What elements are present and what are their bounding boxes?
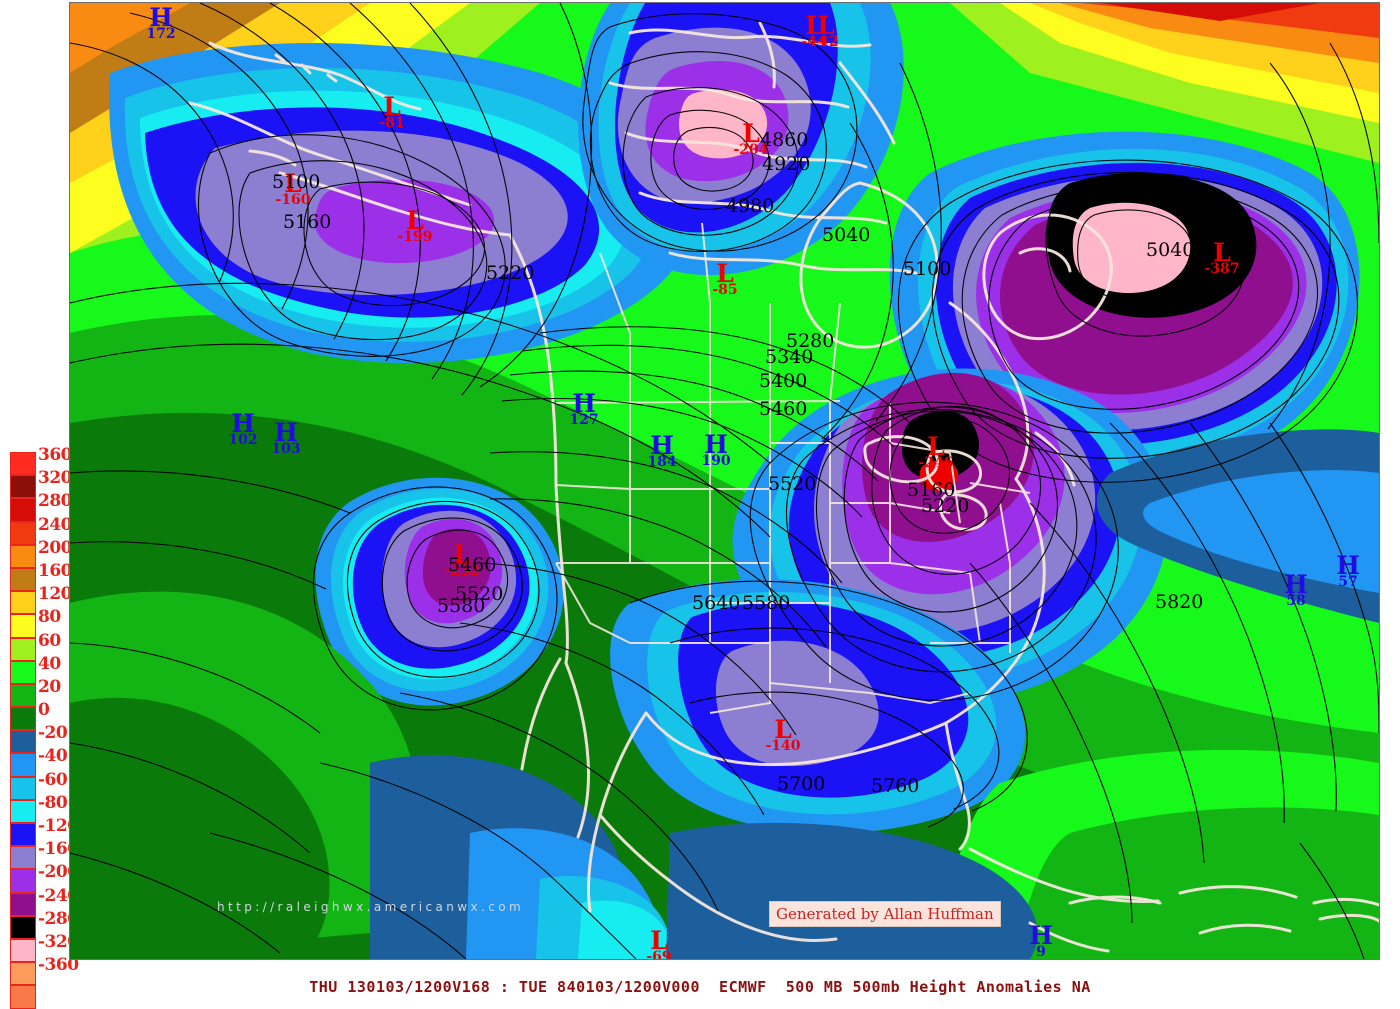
legend-label: 360: [38, 445, 73, 465]
legend-row: 120: [10, 584, 73, 615]
legend-row: 320: [10, 468, 73, 499]
legend-swatch: [10, 753, 36, 777]
credit-text: Generated by Allan Huffman: [776, 905, 994, 923]
legend-label: 20: [38, 676, 61, 697]
legend-label: -240: [38, 885, 79, 906]
legend-label: -320: [38, 931, 79, 952]
legend-label: 160: [38, 560, 73, 581]
legend-swatch: [10, 567, 36, 592]
legend-row: 60: [10, 631, 68, 661]
legend-swatch: [10, 915, 36, 939]
legend-row: 160: [10, 561, 73, 592]
legend-row: -160: [10, 839, 79, 870]
site-watermark: http://raleighwx.americanwx.com: [217, 900, 525, 914]
legend-swatch: [10, 521, 36, 545]
legend-label: -120: [38, 816, 79, 836]
legend-row: -280: [10, 909, 79, 939]
legend-swatch: [10, 614, 36, 638]
legend-swatch: [10, 846, 36, 870]
legend-swatch: [10, 637, 36, 661]
legend-swatch: [10, 475, 36, 499]
legend-row: -200: [10, 862, 79, 893]
legend-label: 80: [38, 607, 61, 628]
legend-row: 80: [10, 607, 68, 638]
legend-row: -80: [10, 793, 68, 823]
legend-row: -120: [10, 816, 79, 847]
legend-swatch: [10, 892, 36, 916]
legend-label: -20: [38, 723, 68, 744]
legend-row: 200: [10, 538, 73, 568]
legend-row: -20: [10, 723, 68, 754]
credit-box: Generated by Allan Huffman: [769, 901, 1001, 927]
weather-map[interactable]: H 172 L -81 L -160 L -199 L -44 L -42 L -204 L -85 L -387…: [69, 2, 1380, 960]
legend-row: 0: [10, 700, 68, 731]
legend-row: 360: [10, 445, 73, 476]
map-caption: THU 130103/1200V168 : TUE 840103/1200V00…: [309, 978, 1091, 996]
legend-row: -320: [10, 932, 79, 963]
legend-row: 240: [10, 515, 73, 545]
legend-label: 240: [38, 514, 73, 535]
legend-swatch: [10, 452, 36, 476]
legend-label: 280: [38, 491, 73, 512]
legend-label: -280: [38, 908, 79, 929]
legend-label: 0: [38, 700, 50, 721]
legend-swatch: [10, 707, 36, 731]
map-canvas: [70, 3, 1379, 959]
legend-row: 20: [10, 677, 68, 708]
legend-label: 60: [38, 630, 61, 651]
legend-swatch: [10, 683, 36, 708]
legend-swatch: [10, 730, 36, 754]
legend-swatch: [10, 591, 36, 615]
legend-label: 120: [38, 584, 73, 605]
legend-swatch: [10, 938, 36, 963]
legend-label: 200: [38, 537, 73, 558]
legend-label: -160: [38, 839, 79, 860]
legend-swatch: [10, 962, 36, 986]
legend-label: 320: [38, 468, 73, 489]
legend-label: 40: [38, 653, 61, 674]
legend-label: -80: [38, 792, 68, 813]
legend-swatch: [10, 660, 36, 684]
legend-row: -240: [10, 886, 79, 916]
legend-label: -360: [38, 955, 79, 976]
legend-row: -40: [10, 746, 68, 777]
legend-row: -60: [10, 770, 68, 800]
legend-swatch: [10, 776, 36, 800]
legend-label: -40: [38, 746, 68, 767]
legend-label: -200: [38, 862, 79, 883]
legend-swatch: [10, 869, 36, 893]
legend-label: -60: [38, 769, 68, 790]
legend-row: -360: [10, 955, 79, 986]
legend-swatch: [10, 498, 36, 522]
legend-row: 40: [10, 654, 68, 684]
legend-row: 280: [10, 491, 73, 522]
color-legend: 360 320 280 240 200 160 120 80 60 40 20 0 -20 -40 -60-…: [10, 445, 79, 1009]
legend-swatch: [10, 544, 36, 568]
legend-swatch: [10, 799, 36, 823]
legend-swatch: [10, 823, 36, 847]
